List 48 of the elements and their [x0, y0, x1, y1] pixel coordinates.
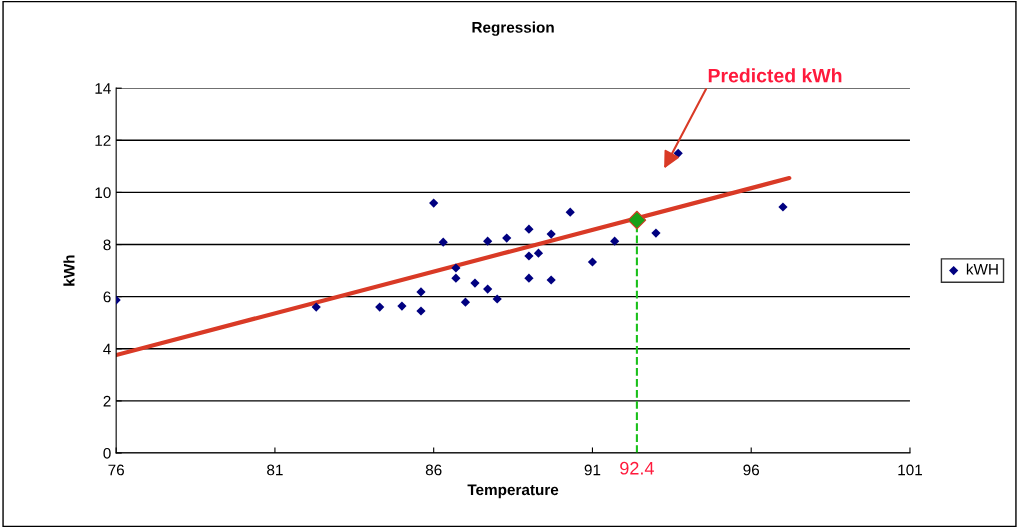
point — [416, 306, 426, 316]
point — [546, 229, 556, 239]
point — [651, 228, 661, 238]
point — [524, 273, 534, 283]
ref-line-label: 92.4 — [620, 461, 654, 475]
point — [375, 302, 385, 312]
legend-label: kWH — [966, 263, 998, 275]
x-axis-title: Temperature — [467, 484, 559, 499]
point — [587, 257, 598, 267]
y-tick-label: 6 — [103, 291, 111, 303]
point — [416, 287, 426, 297]
point — [627, 210, 647, 230]
chart-title: Regression — [472, 21, 554, 36]
point — [524, 251, 534, 261]
point — [546, 275, 556, 285]
point — [673, 148, 683, 158]
y-tick-label: 8 — [103, 239, 111, 251]
point — [502, 233, 512, 243]
text: Predicted kWh — [708, 68, 842, 83]
x-tick-label: 81 — [267, 464, 283, 476]
point — [483, 236, 493, 246]
x-tick-label: 86 — [425, 464, 442, 476]
y-tick-label: 14 — [95, 83, 111, 94]
y-tick-label: 0 — [103, 447, 111, 459]
point — [470, 278, 480, 288]
y-tick-label: 10 — [95, 187, 111, 199]
point — [492, 294, 502, 304]
point — [397, 301, 407, 311]
x-tick-label: 96 — [743, 464, 760, 476]
y-tick-label: 2 — [103, 395, 111, 407]
x-tick-label: 76 — [108, 464, 124, 476]
point — [460, 297, 471, 307]
x-tick-label: 101 — [898, 464, 922, 476]
point — [438, 237, 448, 247]
point — [778, 202, 788, 212]
x-tick-label: 91 — [584, 464, 601, 476]
y-tick-label: 12 — [95, 135, 111, 146]
point — [311, 302, 321, 312]
point — [533, 248, 544, 258]
point — [483, 284, 493, 294]
point — [610, 236, 620, 246]
y-axis-title: kWh — [63, 255, 75, 286]
y-tick-label: 4 — [103, 343, 111, 355]
point — [451, 263, 461, 273]
point — [524, 224, 534, 234]
point — [565, 207, 575, 217]
point — [451, 273, 461, 283]
point — [429, 198, 439, 208]
